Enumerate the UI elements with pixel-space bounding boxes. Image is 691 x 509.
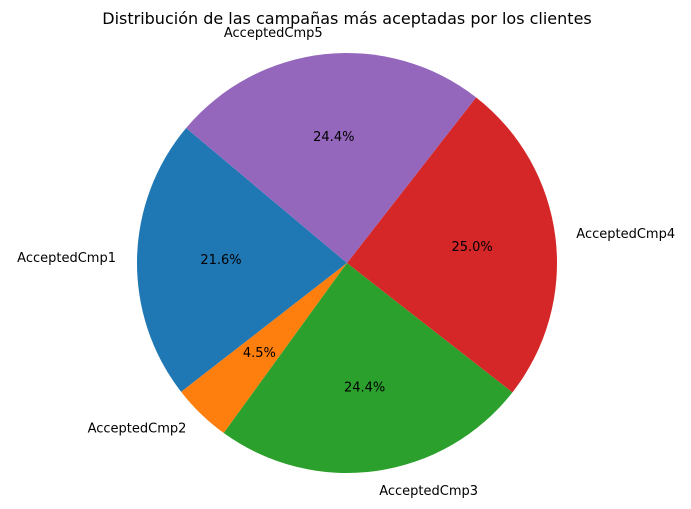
pie-slice-acceptedcmp3 [223,263,513,473]
pie-slice-acceptedcmp5 [186,53,477,264]
pie-slice-acceptedcmp2 [181,263,347,434]
pie-slices [136,53,557,473]
chart-title: Distribución de las campañas más aceptad… [102,9,592,28]
slice-category-label: AcceptedCmp4 [576,227,675,242]
slice-percent-label: 24.4% [344,380,385,395]
slice-category-label: AcceptedCmp3 [379,484,478,499]
pie-slice-acceptedcmp1 [136,128,347,392]
slice-percent-label: 4.5% [243,346,276,361]
slice-percent-label: 24.4% [313,130,354,145]
pie-slice-acceptedcmp4 [347,97,557,393]
slice-category-label: AcceptedCmp5 [224,26,323,41]
slice-category-label: AcceptedCmp1 [17,251,116,266]
slice-percent-label: 25.0% [451,240,492,255]
slice-category-label: AcceptedCmp2 [88,422,187,437]
pie-labels: 21.6% AcceptedCmp1 4.5% AcceptedCmp2 24.4% Ac… [17,26,675,499]
slice-percent-label: 21.6% [200,253,241,268]
